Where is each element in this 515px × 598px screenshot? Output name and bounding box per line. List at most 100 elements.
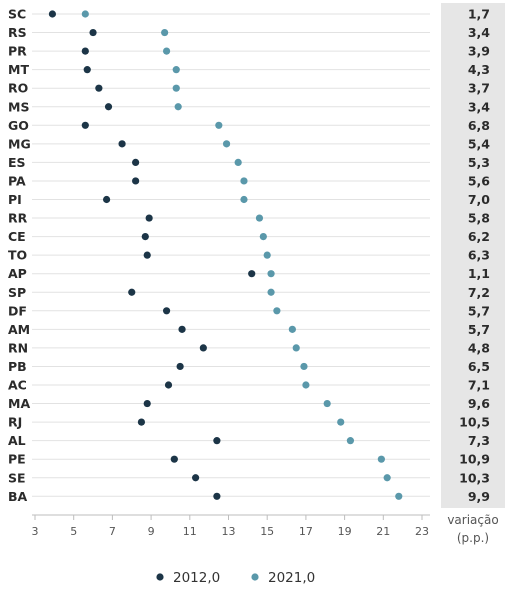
- variation-value-go: 6,8: [468, 118, 490, 133]
- dot-2012-pe: [170, 455, 178, 463]
- variation-value-ac: 7,1: [468, 378, 490, 393]
- variation-value-am: 5,7: [468, 322, 490, 337]
- dot-2012-ce: [141, 233, 149, 241]
- variation-value-ms: 3,4: [468, 99, 490, 114]
- dot-2012-am: [178, 325, 186, 333]
- dot-2012-pb: [176, 362, 184, 371]
- variation-value-rj: 10,5: [459, 415, 490, 430]
- dot-2021-se: [383, 474, 391, 482]
- dot-2012-ap: [248, 270, 256, 278]
- state-label-pr: PR: [8, 44, 27, 59]
- x-tick-label-7: 7: [109, 525, 116, 538]
- dot-2021-pi: [240, 195, 248, 204]
- dot-2021-pb: [300, 362, 308, 371]
- variation-value-pe: 10,9: [459, 452, 490, 467]
- state-label-ac: AC: [8, 378, 27, 393]
- state-label-sp: SP: [8, 285, 26, 300]
- dot-2021-pr: [162, 47, 171, 55]
- dot-2021-rs: [161, 28, 169, 37]
- dot-2012-ms: [104, 103, 113, 111]
- state-label-ms: MS: [8, 99, 29, 114]
- dot-2012-pa: [132, 177, 140, 185]
- state-label-rs: RS: [8, 25, 27, 40]
- dot-2012-pr: [81, 47, 89, 55]
- gridlines: [32, 13, 430, 497]
- dot-2012-rr: [145, 214, 153, 222]
- variation-value-pb: 6,5: [468, 359, 490, 374]
- dot-2012-ac: [164, 381, 173, 389]
- dot-2021-al: [346, 437, 355, 445]
- variation-value-mg: 5,4: [468, 136, 490, 151]
- variation-value-rn: 4,8: [468, 340, 490, 355]
- x-tick-label-13: 13: [222, 525, 236, 538]
- variation-value-pa: 5,6: [468, 173, 490, 188]
- dot-2012-ro: [95, 84, 103, 92]
- variation-header-line-1: variação: [447, 513, 498, 527]
- state-label-df: DF: [8, 303, 27, 318]
- dot-2021-mg: [222, 140, 231, 148]
- legend: 2012,0 2021,0: [156, 570, 315, 586]
- dot-2021-ma: [323, 399, 331, 408]
- dot-2012-rs: [89, 28, 97, 37]
- state-label-pe: PE: [8, 452, 26, 467]
- dot-2021-ce: [259, 233, 267, 241]
- variation-value-ce: 6,2: [468, 229, 490, 244]
- x-tick-label-5: 5: [70, 525, 77, 538]
- dot-2012-to: [143, 251, 151, 259]
- dot-2012-mt: [83, 66, 91, 74]
- variation-value-ba: 9,9: [468, 489, 490, 504]
- variation-column-background: [441, 3, 505, 508]
- data-points: [48, 10, 403, 500]
- dot-2021-pa: [240, 177, 248, 185]
- x-tick-label-17: 17: [299, 525, 313, 538]
- variation-value-ap: 1,1: [468, 266, 490, 281]
- dot-2021-ms: [174, 103, 182, 111]
- dot-2021-pe: [377, 455, 385, 463]
- dot-2012-ma: [143, 399, 151, 408]
- state-label-rr: RR: [8, 211, 28, 226]
- dot-2021-ro: [172, 84, 180, 92]
- dot-2021-df: [273, 307, 281, 315]
- dot-2021-es: [234, 158, 242, 166]
- variation-value-pi: 7,0: [468, 192, 490, 207]
- dot-2021-sp: [267, 288, 275, 296]
- state-label-mg: MG: [8, 136, 31, 151]
- state-label-to: TO: [8, 248, 27, 263]
- state-label-pa: PA: [8, 173, 26, 188]
- variation-value-ma: 9,6: [468, 396, 490, 411]
- x-tick-label-21: 21: [376, 525, 390, 538]
- state-labels: SC RS PR MT RO MS GO MG ES PA PI RR CE TO AP SP DF AM RN PB…: [8, 7, 31, 504]
- dot-2021-ac: [302, 381, 310, 389]
- variation-value-ro: 3,7: [468, 81, 490, 96]
- state-label-al: AL: [8, 433, 26, 448]
- variation-value-rs: 3,4: [468, 25, 490, 40]
- x-tick-label-15: 15: [260, 525, 274, 538]
- dot-2012-ba: [213, 492, 221, 500]
- variation-values: 1,7 3,4 3,9 4,3 3,7 3,4 6,8 5,4 5,3 5,6 7,0 5,8 6,2 6…: [459, 7, 490, 504]
- state-label-ap: AP: [8, 266, 27, 281]
- dot-2021-am: [288, 325, 296, 333]
- dot-2021-to: [263, 251, 271, 259]
- state-label-rn: RN: [8, 340, 28, 355]
- variation-value-to: 6,3: [468, 248, 490, 263]
- dot-2012-es: [132, 158, 140, 166]
- dot-2012-sc: [48, 10, 57, 18]
- state-label-am: AM: [8, 322, 30, 337]
- dot-2021-rj: [337, 418, 345, 426]
- legend-label-2012: 2012,0: [173, 570, 220, 586]
- variation-value-df: 5,7: [468, 303, 490, 318]
- state-label-se: SE: [8, 470, 26, 485]
- variation-value-mt: 4,3: [468, 62, 490, 77]
- variation-value-sc: 1,7: [468, 7, 490, 22]
- dot-2021-go: [215, 121, 223, 129]
- x-tick-label-3: 3: [32, 525, 39, 538]
- state-label-sc: SC: [8, 7, 26, 22]
- state-label-mt: MT: [8, 62, 29, 77]
- dot-2012-al: [213, 437, 221, 445]
- x-tick-label-23: 23: [415, 525, 429, 538]
- dot-2012-se: [192, 474, 200, 482]
- legend-marker-2021: [251, 573, 259, 581]
- dot-2012-rj: [137, 418, 146, 426]
- dot-2021-ap: [267, 270, 275, 278]
